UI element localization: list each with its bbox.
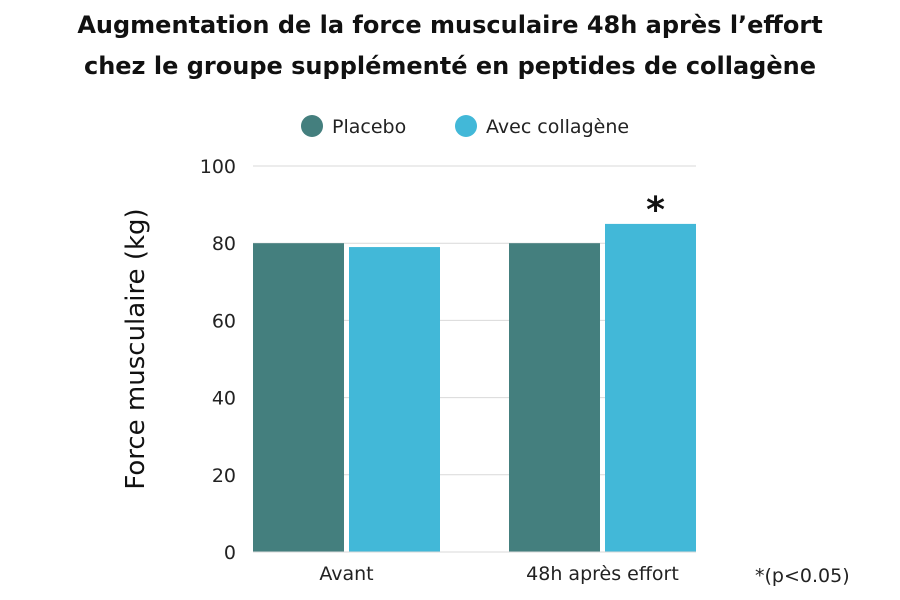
bar-avec-collagene-avant — [349, 247, 440, 552]
legend: Placebo Avec collagène — [301, 115, 629, 138]
bars — [253, 223, 696, 553]
chart-title-line-2: chez le groupe supplémenté en peptides d… — [84, 52, 816, 80]
y-axis-label: Force musculaire (kg) — [121, 208, 151, 489]
y-tick-label: 100 — [200, 156, 236, 178]
legend-marker-placebo — [301, 115, 323, 137]
chart-title-line-1: Augmentation de la force musculaire 48h … — [77, 11, 822, 39]
legend-label-collagen: Avec collagène — [486, 116, 629, 138]
x-tick-label: 48h après effort — [526, 563, 679, 585]
bar-placebo-48h-apres-effort — [509, 243, 600, 552]
legend-marker-collagen — [455, 115, 477, 137]
legend-label-placebo: Placebo — [332, 116, 406, 138]
y-axis: 0 20 40 60 80 100 — [200, 156, 236, 564]
y-tick-label: 80 — [212, 233, 236, 255]
x-axis: Avant 48h après effort — [319, 563, 678, 585]
x-tick-label: Avant — [319, 563, 373, 585]
bar-placebo-avant — [253, 243, 344, 552]
y-tick-label: 20 — [212, 465, 236, 487]
y-tick-label: 40 — [212, 388, 236, 410]
footnote: *(p<0.05) — [755, 565, 850, 587]
y-tick-label: 0 — [224, 542, 236, 564]
y-tick-label: 60 — [212, 310, 236, 332]
bar-avec-collagene-48h-apres-effort — [605, 223, 696, 552]
significance-annotation: * — [646, 190, 665, 231]
